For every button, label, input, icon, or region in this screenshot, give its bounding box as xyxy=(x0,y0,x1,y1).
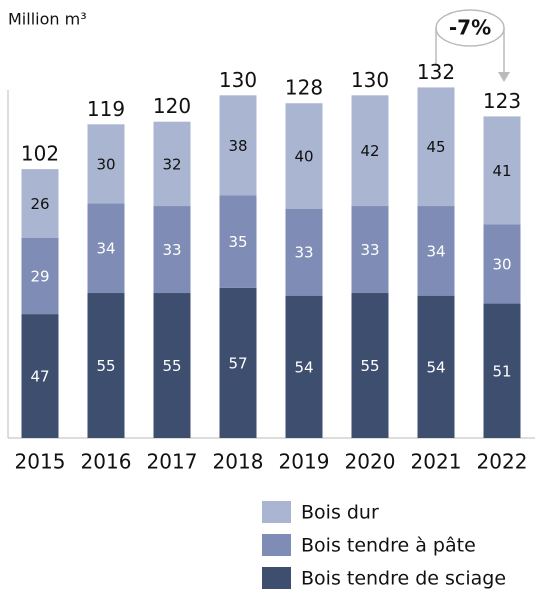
bar-segment xyxy=(87,293,125,438)
segment-label: 55 xyxy=(96,357,115,375)
bar-segment xyxy=(153,121,191,207)
segment-label: 57 xyxy=(228,354,247,372)
annotation: -7% xyxy=(449,16,491,40)
bar-segment xyxy=(21,169,59,238)
total-label: 128 xyxy=(285,76,323,100)
segment-label: 33 xyxy=(360,241,379,259)
x-tick-label: 2019 xyxy=(279,450,330,474)
bar-segment xyxy=(351,206,389,294)
bar-segment xyxy=(351,293,389,438)
total-label: 120 xyxy=(153,94,191,118)
x-tick-label: 2021 xyxy=(411,450,462,474)
bar-segment xyxy=(153,293,191,438)
segment-label: 26 xyxy=(30,195,49,213)
total-label: 130 xyxy=(351,68,389,92)
bar-segment xyxy=(153,206,191,294)
total-label: 132 xyxy=(417,60,455,84)
total-label: 123 xyxy=(483,89,521,113)
bar-segment xyxy=(285,208,323,296)
segment-label: 45 xyxy=(426,138,445,156)
total-label: 102 xyxy=(21,142,59,166)
legend-swatch xyxy=(262,501,291,523)
x-tick-label: 2018 xyxy=(213,450,264,474)
bar-segment xyxy=(87,124,125,204)
segment-label: 55 xyxy=(162,357,181,375)
segment-label: 38 xyxy=(228,137,247,155)
bar-segment xyxy=(87,203,125,294)
bar-segment xyxy=(285,103,323,209)
bar-segment xyxy=(219,287,257,438)
x-tick-label: 2022 xyxy=(477,450,528,474)
segment-label: 34 xyxy=(96,240,115,258)
bar-segment xyxy=(21,237,59,315)
segment-label: 55 xyxy=(360,357,379,375)
x-tick-label: 2016 xyxy=(81,450,132,474)
segment-label: 51 xyxy=(492,362,511,380)
legend-swatch xyxy=(262,567,291,589)
segment-label: 41 xyxy=(492,162,511,180)
segment-label: 33 xyxy=(294,244,313,262)
x-tick-label: 2015 xyxy=(15,450,66,474)
y-axis-label: Million m³ xyxy=(8,10,87,29)
segment-label: 40 xyxy=(294,147,313,165)
bar-segment xyxy=(483,224,521,304)
total-label: 130 xyxy=(219,68,257,92)
x-tick-label: 2020 xyxy=(345,450,396,474)
bar-segment xyxy=(483,116,521,225)
bar-segment xyxy=(21,314,59,438)
segment-label: 47 xyxy=(30,368,49,386)
segment-label: 33 xyxy=(162,241,181,259)
total-label: 119 xyxy=(87,97,125,121)
segment-label: 54 xyxy=(294,358,313,376)
segment-label: 30 xyxy=(492,256,511,274)
segment-label: 42 xyxy=(360,142,379,160)
bar-segment xyxy=(417,295,455,438)
legend-label: Bois dur xyxy=(301,502,379,524)
bar-segment xyxy=(417,206,455,296)
legend-label: Bois tendre à pâte xyxy=(301,535,476,557)
bar-segment xyxy=(219,95,257,196)
bar-segment xyxy=(483,303,521,438)
bar-segment xyxy=(351,95,389,207)
segment-label: 32 xyxy=(162,155,181,173)
arrow-head xyxy=(498,72,510,82)
segment-label: 29 xyxy=(30,267,49,285)
legend-label: Bois tendre de sciage xyxy=(301,568,506,590)
legend-swatch xyxy=(262,534,291,556)
segment-label: 54 xyxy=(426,358,445,376)
x-tick-label: 2017 xyxy=(147,450,198,474)
bar-segment xyxy=(285,295,323,438)
segment-label: 35 xyxy=(228,233,247,251)
segment-label: 34 xyxy=(426,242,445,260)
bar-segment xyxy=(219,195,257,288)
segment-label: 30 xyxy=(96,155,115,173)
bar-segment xyxy=(417,87,455,207)
